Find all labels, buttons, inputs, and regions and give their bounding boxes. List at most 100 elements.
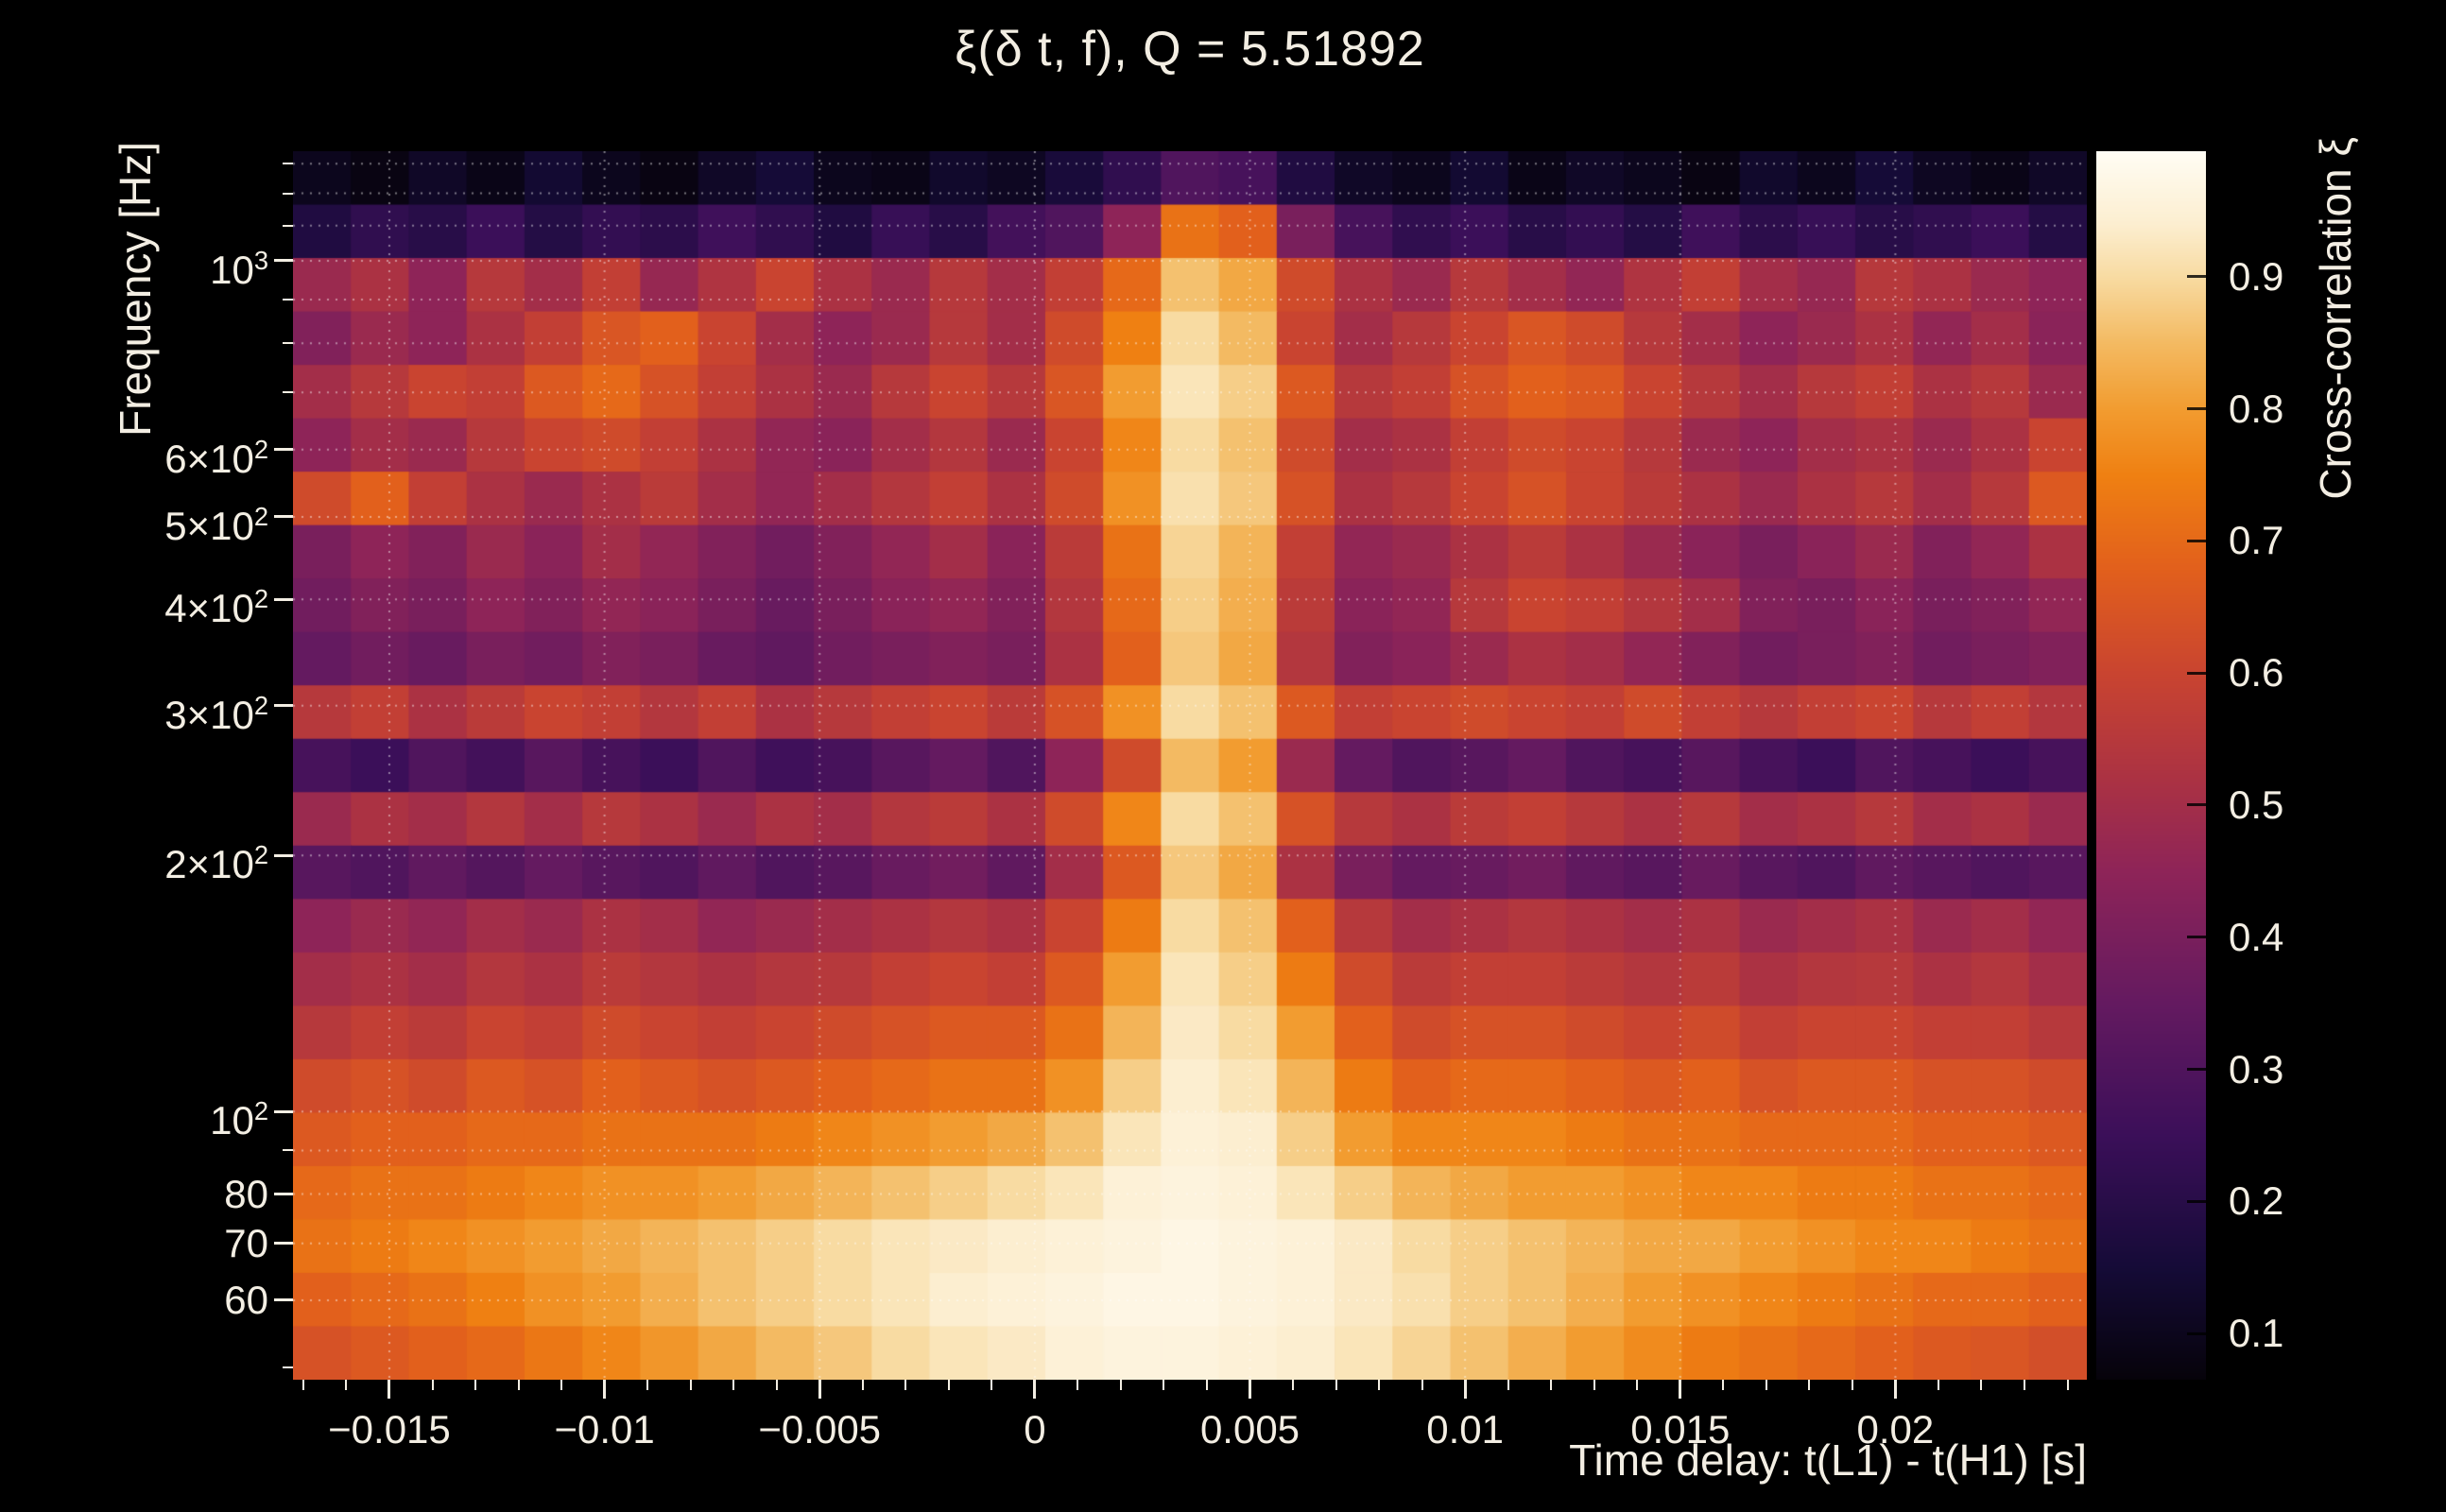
x-minor-tick <box>1937 1380 1939 1390</box>
x-major-tick <box>1893 1380 1897 1399</box>
colorbar-label: Cross-correlation ξ <box>2311 137 2360 500</box>
colorbar <box>2096 151 2206 1380</box>
x-minor-tick <box>1335 1380 1337 1390</box>
x-tick-label: −0.015 <box>328 1407 451 1452</box>
y-major-tick <box>274 597 293 601</box>
x-tick-label: −0.01 <box>554 1407 655 1452</box>
y-major-tick <box>274 448 293 452</box>
x-minor-tick <box>1507 1380 1509 1390</box>
x-minor-tick <box>1808 1380 1811 1390</box>
colorbar-tick-label: 0.6 <box>2229 650 2284 696</box>
y-minor-tick <box>283 224 293 227</box>
x-tick-label: 0.015 <box>1630 1407 1731 1452</box>
colorbar-tick <box>2187 803 2206 807</box>
x-minor-tick <box>1550 1380 1553 1390</box>
colorbar-tick <box>2187 936 2206 939</box>
x-minor-tick <box>1163 1380 1165 1390</box>
y-minor-tick <box>283 299 293 301</box>
x-minor-tick <box>1077 1380 1079 1390</box>
y-tick-label: 4×102 <box>164 584 268 631</box>
x-major-tick <box>603 1380 607 1399</box>
y-major-tick <box>274 515 293 519</box>
x-minor-tick <box>560 1380 563 1390</box>
x-minor-tick <box>904 1380 907 1390</box>
y-tick-label: 80 <box>224 1171 268 1216</box>
colorbar-tick <box>2187 1332 2206 1335</box>
x-minor-tick <box>301 1380 304 1390</box>
x-minor-tick <box>474 1380 477 1390</box>
x-major-tick <box>388 1380 391 1399</box>
x-tick-label: −0.005 <box>758 1407 882 1452</box>
y-major-tick <box>274 1109 293 1113</box>
x-minor-tick <box>1119 1380 1122 1390</box>
y-tick-label: 103 <box>210 245 268 292</box>
y-tick-label: 60 <box>224 1277 268 1322</box>
x-major-tick <box>1679 1380 1682 1399</box>
chart-title: ξ(δ t, f), Q = 5.51892 <box>955 22 1425 77</box>
y-tick-label: 102 <box>210 1096 268 1143</box>
x-minor-tick <box>2066 1380 2069 1390</box>
y-major-tick <box>274 1298 293 1302</box>
colorbar-tick <box>2187 407 2206 411</box>
x-minor-tick <box>1593 1380 1595 1390</box>
y-tick-label: 3×102 <box>164 690 268 737</box>
heatmap-canvas <box>293 151 2087 1380</box>
y-tick-label: 2×102 <box>164 840 268 887</box>
x-axis-label: Time delay: t(L1) - t(H1) [s] <box>1569 1435 2087 1485</box>
colorbar-tick-label: 0.3 <box>2229 1046 2284 1091</box>
x-minor-tick <box>1205 1380 1208 1390</box>
y-major-tick <box>274 853 293 857</box>
x-major-tick <box>1463 1380 1467 1399</box>
colorbar-tick <box>2187 539 2206 542</box>
x-minor-tick <box>1378 1380 1381 1390</box>
x-minor-tick <box>1980 1380 1983 1390</box>
y-major-tick <box>274 1193 293 1195</box>
x-minor-tick <box>345 1380 348 1390</box>
colorbar-tick-label: 0.2 <box>2229 1178 2284 1224</box>
x-minor-tick <box>947 1380 950 1390</box>
x-minor-tick <box>1636 1380 1639 1390</box>
y-major-tick <box>274 704 293 708</box>
y-tick-label: 6×102 <box>164 434 268 481</box>
y-minor-tick <box>283 163 293 165</box>
y-minor-tick <box>283 1366 293 1369</box>
colorbar-tick-label: 0.7 <box>2229 518 2284 563</box>
y-major-tick <box>274 259 293 263</box>
colorbar-tick-label: 0.1 <box>2229 1311 2284 1356</box>
colorbar-tick-label: 0.5 <box>2229 782 2284 827</box>
x-minor-tick <box>646 1380 649 1390</box>
x-minor-tick <box>1421 1380 1423 1390</box>
x-minor-tick <box>689 1380 692 1390</box>
x-minor-tick <box>990 1380 993 1390</box>
x-minor-tick <box>1851 1380 1853 1390</box>
colorbar-tick <box>2187 671 2206 675</box>
y-minor-tick <box>283 342 293 345</box>
y-minor-tick <box>283 391 293 394</box>
y-tick-label: 5×102 <box>164 501 268 548</box>
x-minor-tick <box>1765 1380 1767 1390</box>
x-tick-label: 0.01 <box>1426 1407 1505 1452</box>
y-minor-tick <box>283 1149 293 1152</box>
x-major-tick <box>818 1380 821 1399</box>
x-tick-label: 0.02 <box>1856 1407 1935 1452</box>
x-minor-tick <box>861 1380 864 1390</box>
y-tick-label: 70 <box>224 1220 268 1265</box>
x-minor-tick <box>2023 1380 2025 1390</box>
colorbar-tick-label: 0.8 <box>2229 386 2284 431</box>
x-minor-tick <box>1292 1380 1295 1390</box>
x-minor-tick <box>517 1380 520 1390</box>
x-minor-tick <box>1722 1380 1725 1390</box>
x-major-tick <box>1033 1380 1037 1399</box>
colorbar-tick-label: 0.4 <box>2229 914 2284 959</box>
colorbar-tick <box>2187 1068 2206 1071</box>
x-minor-tick <box>775 1380 778 1390</box>
x-major-tick <box>1249 1380 1251 1399</box>
colorbar-tick <box>2187 275 2206 279</box>
x-tick-label: 0 <box>1024 1407 1046 1452</box>
y-major-tick <box>274 1242 293 1246</box>
x-minor-tick <box>431 1380 434 1390</box>
x-tick-label: 0.005 <box>1199 1407 1301 1452</box>
y-minor-tick <box>283 192 293 195</box>
colorbar-tick-label: 0.9 <box>2229 253 2284 299</box>
